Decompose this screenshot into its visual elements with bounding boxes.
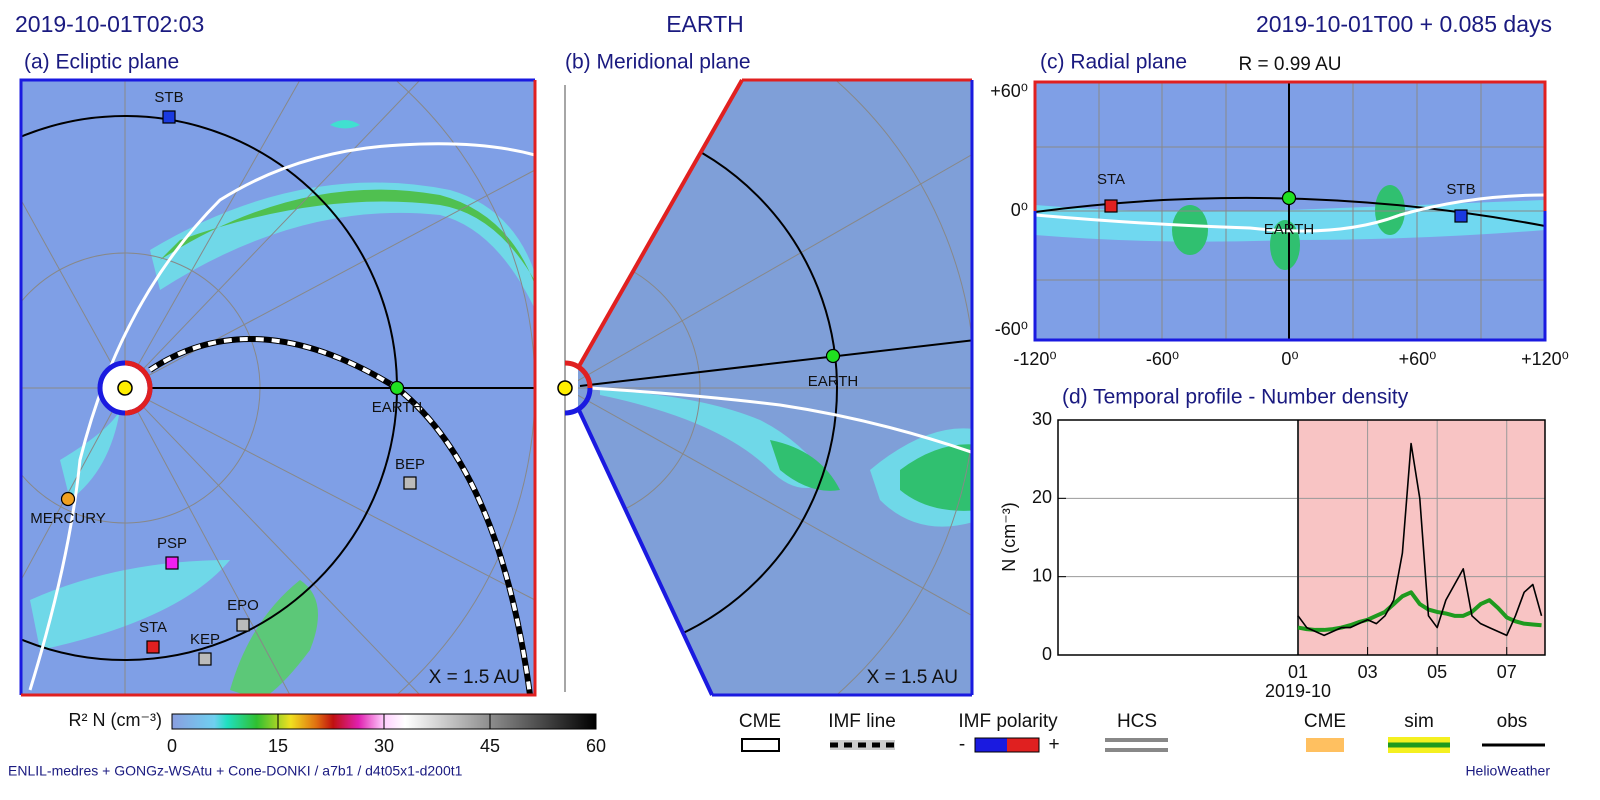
x-tick-label: 03 (1358, 662, 1378, 682)
colorbar-tick-label: 45 (480, 736, 500, 756)
x-tick-label: 05 (1427, 662, 1447, 682)
radial-ticks: +60⁰ 0⁰ -60⁰ -120⁰ -60⁰ 0⁰ +60⁰ +120⁰ (990, 81, 1569, 369)
legend-label: CME (739, 711, 781, 732)
y-axis-label: N (cm⁻³) (999, 502, 1019, 571)
spacecraft-a: STB EARTH MERCURY BEP PSP EPO STA KEP (30, 89, 425, 666)
spacecraft-marker (198, 652, 212, 666)
target: EARTH (666, 11, 744, 37)
colorbar-tick-label: 60 (586, 736, 606, 756)
spacecraft-marker (165, 556, 179, 570)
spacecraft-label: STA (139, 619, 167, 636)
panel-title: (b) Meridional plane (565, 51, 751, 74)
plot-frame (1057, 419, 1546, 656)
spacecraft-label: STA (1097, 171, 1125, 188)
legend-label: CME (1304, 711, 1346, 732)
spacecraft-label: KEP (190, 631, 220, 648)
spacecraft-label: EARTH (1264, 221, 1315, 238)
legend-label: IMF polarity (958, 711, 1058, 732)
x-axis-sublabel: 2019-10 (1265, 681, 1331, 701)
x-tick-label: +60⁰ (1399, 349, 1437, 369)
legend-label: IMF line (828, 711, 896, 732)
legend-label: + (1048, 734, 1059, 755)
panel-title: (c) Radial plane (1040, 51, 1187, 74)
spacecraft-marker (162, 110, 176, 124)
spacecraft-marker (403, 476, 417, 490)
spacecraft-marker (146, 640, 160, 654)
y-tick-label: 0 (1042, 644, 1052, 664)
spacecraft-label: EPO (227, 597, 259, 614)
legend-label: HCS (1117, 711, 1157, 732)
spacecraft-label: STB (1446, 181, 1475, 198)
spacecraft-marker (1454, 209, 1468, 223)
distance-label: X = 1.5 AU (429, 667, 520, 688)
x-tick-label: 07 (1497, 662, 1517, 682)
series-line (1297, 442, 1543, 637)
colorbar-tick-label: 30 (374, 736, 394, 756)
x-tick-label: 01 (1288, 662, 1308, 682)
spacecraft-label: STB (154, 89, 183, 106)
spacecraft-marker (1104, 199, 1118, 213)
colorbar-tick-label: 15 (268, 736, 288, 756)
x-tick-label: -60⁰ (1146, 349, 1179, 369)
spacecraft-label: MERCURY (30, 510, 106, 527)
legend-swatch (741, 738, 780, 752)
radius-label: R = 0.99 AU (1239, 54, 1342, 75)
spacecraft-marker (236, 618, 250, 632)
distance-label: X = 1.5 AU (867, 667, 958, 688)
x-tick-label: -120⁰ (1013, 349, 1056, 369)
timestamp: 2019-10-01T02:03 (15, 11, 204, 37)
legend-swatch (974, 737, 1040, 753)
spacecraft-marker (389, 380, 405, 396)
spacecraft-label: PSP (157, 535, 187, 552)
spacecraft-marker (1281, 190, 1297, 206)
spacecraft-b: EARTH (808, 348, 859, 390)
x-tick-label: 0⁰ (1281, 349, 1298, 369)
y-tick-label: 0⁰ (1011, 200, 1028, 220)
legend: CME IMF line IMF polarity - + HCS CME si… (739, 711, 1545, 755)
footer-brand: HelioWeather (1465, 763, 1550, 779)
spacecraft-c: STA EARTH STB (1097, 171, 1476, 238)
y-tick-label: -60⁰ (995, 319, 1028, 339)
footer-model: ENLIL-medres + GONGz-WSAtu + Cone-DONKI … (8, 763, 463, 779)
y-tick-label: +60⁰ (990, 81, 1028, 101)
colorbar-tick-label: 0 (167, 736, 177, 756)
spacecraft-label: EARTH (808, 373, 859, 390)
spacecraft-label: BEP (395, 456, 425, 473)
panel-title: (a) Ecliptic plane (24, 51, 179, 74)
temporal-chart: 0 10 20 30 01 03 05 07 (1032, 409, 1546, 682)
spacecraft-marker (825, 348, 841, 364)
x-tick-label: +120⁰ (1521, 349, 1569, 369)
spacecraft-marker (60, 491, 76, 507)
colorbar-label: R² N (cm⁻³) (69, 710, 162, 730)
y-tick-label: 30 (1032, 409, 1052, 429)
spacecraft-label: EARTH (372, 399, 423, 416)
panel-title: (d) Temporal profile - Number density (1062, 386, 1409, 409)
colorbar-ticks: 0 15 30 45 60 (167, 714, 606, 756)
legend-label: sim (1404, 711, 1434, 732)
legend-swatch (975, 738, 1007, 752)
legend-swatch (1007, 738, 1039, 752)
legend-swatch (1306, 738, 1344, 752)
y-tick-label: 20 (1032, 487, 1052, 507)
legend-label: obs (1497, 711, 1528, 732)
legend-label: - (959, 734, 965, 755)
elapsed: 2019-10-01T00 + 0.085 days (1256, 11, 1552, 37)
y-tick-label: 10 (1032, 565, 1052, 585)
